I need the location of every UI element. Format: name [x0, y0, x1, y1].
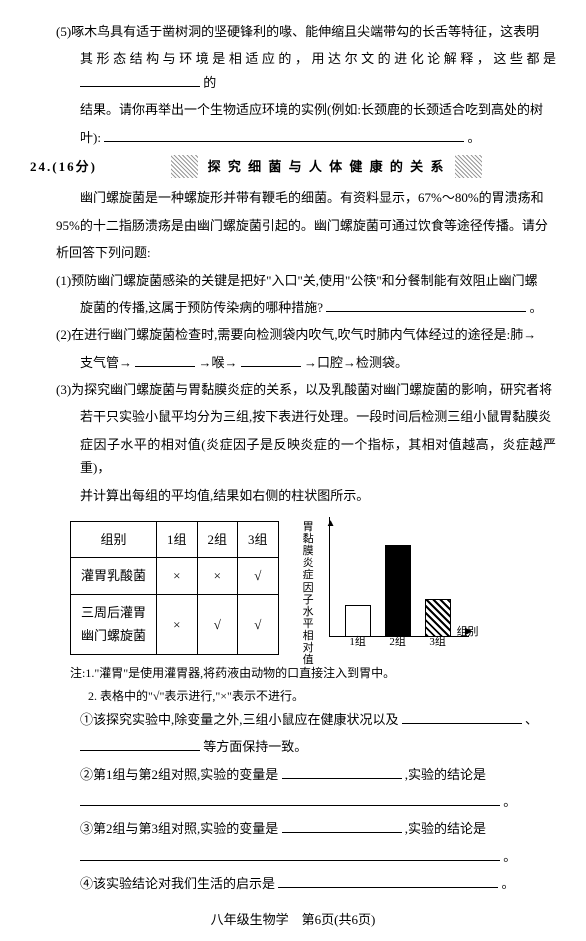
sub3b: 。	[30, 845, 556, 868]
q24-p1b: 旋菌的传播,这属于预防传染病的哪种措施? 。	[30, 296, 556, 319]
text: 其形态结构与环境是相适应的，用达尔文的进化论解释，这些都是	[80, 51, 556, 66]
th-2: 2组	[197, 522, 238, 558]
blank-path2[interactable]	[241, 353, 301, 367]
text: 。	[502, 876, 515, 891]
th-1: 1组	[157, 522, 198, 558]
text: 。	[503, 794, 516, 809]
blank-s3b[interactable]	[80, 847, 500, 861]
sub1: ①该探究实验中,除变量之外,三组小鼠应在健康状况以及 、	[30, 708, 556, 731]
table-chart-row: 组别 1组 2组 3组 灌胃乳酸菌 × × √ 三周后灌胃 幽门螺旋菌 × √ …	[70, 517, 556, 659]
blank-s3a[interactable]	[282, 819, 402, 833]
q24-p3b: 若干只实验小鼠平均分为三组,按下表进行处理。一段时间后检测三组小鼠胃黏膜炎	[30, 405, 556, 428]
q24-intro1: 幽门螺旋菌是一种螺旋形并带有鞭毛的细菌。有资料显示，67%～80%的胃溃疡和	[30, 186, 556, 209]
blank-s1a[interactable]	[402, 710, 522, 724]
th-group: 组别	[71, 522, 157, 558]
experiment-table: 组别 1组 2组 3组 灌胃乳酸菌 × × √ 三周后灌胃 幽门螺旋菌 × √ …	[70, 521, 279, 655]
table-row: 组别 1组 2组 3组	[71, 522, 279, 558]
q23-5-line2: 其形态结构与环境是相适应的，用达尔文的进化论解释，这些都是 的	[30, 47, 556, 94]
chart-ylabel: 胃黏膜炎症因子水平相对值	[303, 521, 317, 666]
sub3: ③第2组与第3组对照,实验的变量是 ,实验的结论是	[30, 817, 556, 840]
blank-evolution[interactable]	[80, 73, 200, 87]
sub4: ④该实验结论对我们生活的启示是 。	[30, 872, 556, 895]
text: ③第2组与第3组对照,实验的变量是	[80, 821, 278, 836]
q24-number: 24.(16分)	[30, 155, 97, 178]
xaxis-label: 组别	[453, 623, 483, 643]
text: 。	[503, 849, 516, 864]
text: 、	[525, 712, 538, 727]
xlabel-2: 2组	[383, 633, 413, 653]
text: 的	[203, 75, 216, 90]
q24-p2b: 支气管→ →喉→ →口腔→检测袋。	[30, 351, 556, 374]
text: 旋菌的传播,这属于预防传染病的哪种措施?	[80, 300, 323, 315]
q24-p3a: (3)为探究幽门螺旋菌与胃黏膜炎症的关系，以及乳酸菌对幽门螺旋菌的影响，研究者将	[30, 378, 556, 401]
td-r1: 灌胃乳酸菌	[71, 558, 157, 594]
xlabel-3: 3组	[423, 633, 453, 653]
bar-3	[425, 599, 451, 637]
blank-measure[interactable]	[326, 298, 526, 312]
note2: 2. 表格中的"√"表示进行,"×"表示不进行。	[88, 686, 556, 708]
q24-p3d: 并计算出每组的平均值,结果如右侧的柱状图所示。	[30, 484, 556, 507]
q24-intro2: 95%的十二指肠溃疡是由幽门螺旋菌引起的。幽门螺旋菌可通过饮食等途径传播。请分	[30, 214, 556, 237]
bar-chart: 胃黏膜炎症因子水平相对值 ▲ ▶ 1组 2组 3组 组别	[299, 517, 469, 647]
q23-5-line3: 结果。请你再举出一个生物适应环境的实例(例如:长颈鹿的长颈适合吃到高处的树	[30, 98, 556, 121]
q24-p3c: 症因子水平的相对值(炎症因子是反映炎症的一个指标，其相对值越高，炎症越严重)，	[30, 433, 556, 480]
blank-path1[interactable]	[135, 353, 195, 367]
td-r2: 三周后灌胃 幽门螺旋菌	[71, 594, 157, 654]
text: 。	[530, 300, 543, 315]
shade-right	[455, 155, 483, 178]
q24-title: 探 究 细 菌 与 人 体 健 康 的 关 系	[208, 159, 446, 174]
sub1b: 等方面保持一致。	[30, 735, 556, 758]
td: √	[238, 594, 279, 654]
text: 叶):	[80, 130, 101, 145]
text: 等方面保持一致。	[203, 739, 307, 754]
text: ,实验的结论是	[405, 821, 486, 836]
td: ×	[157, 594, 198, 654]
text: →喉→	[199, 355, 238, 370]
blank-s1b[interactable]	[80, 737, 200, 751]
bar-2	[385, 545, 411, 637]
sub2b: 。	[30, 790, 556, 813]
text: ④该实验结论对我们生活的启示是	[80, 876, 275, 891]
blank-example[interactable]	[104, 128, 464, 142]
q24-p2a: (2)在进行幽门螺旋菌检查时,需要向检测袋内吹气,吹气时肺内气体经过的途径是:肺…	[30, 323, 556, 346]
table-row: 三周后灌胃 幽门螺旋菌 × √ √	[71, 594, 279, 654]
blank-s2a[interactable]	[282, 765, 402, 779]
td: ×	[197, 558, 238, 594]
td: √	[197, 594, 238, 654]
bar-1	[345, 605, 371, 637]
blank-s2b[interactable]	[80, 792, 500, 806]
text: 支气管→	[80, 355, 132, 370]
text: ②第1组与第2组对照,实验的变量是	[80, 767, 278, 782]
xlabel-1: 1组	[343, 633, 373, 653]
q23-5-line1: (5)啄木鸟具有适于凿树洞的坚硬锋利的喙、能伸缩且尖端带勾的长舌等特征，这表明	[30, 20, 556, 43]
table-row: 灌胃乳酸菌 × × √	[71, 558, 279, 594]
td: ×	[157, 558, 198, 594]
text: →口腔→检测袋。	[304, 355, 408, 370]
q24-intro3: 析回答下列问题:	[30, 241, 556, 264]
y-arrow-icon: ▲	[326, 515, 336, 533]
y-axis	[329, 517, 330, 637]
text: 幽门螺旋菌	[81, 624, 146, 647]
blank-s4[interactable]	[278, 874, 498, 888]
q24-p1a: (1)预防幽门螺旋菌感染的关键是把好"入口"关,使用"公筷"和分餐制能有效阻止幽…	[30, 269, 556, 292]
td: √	[238, 558, 279, 594]
th-3: 3组	[238, 522, 279, 558]
text: ①该探究实验中,除变量之外,三组小鼠应在健康状况以及	[80, 712, 399, 727]
text: 。	[467, 130, 480, 145]
sub2: ②第1组与第2组对照,实验的变量是 ,实验的结论是	[30, 763, 556, 786]
q23-5-line4: 叶): 。	[30, 126, 556, 149]
q24-header: 24.(16分) 探 究 细 菌 与 人 体 健 康 的 关 系	[30, 155, 556, 178]
text: ,实验的结论是	[405, 767, 486, 782]
page-footer: 八年级生物学 第6页(共6页)	[30, 908, 556, 931]
shade-left	[171, 155, 199, 178]
text: 三周后灌胃	[81, 601, 146, 624]
